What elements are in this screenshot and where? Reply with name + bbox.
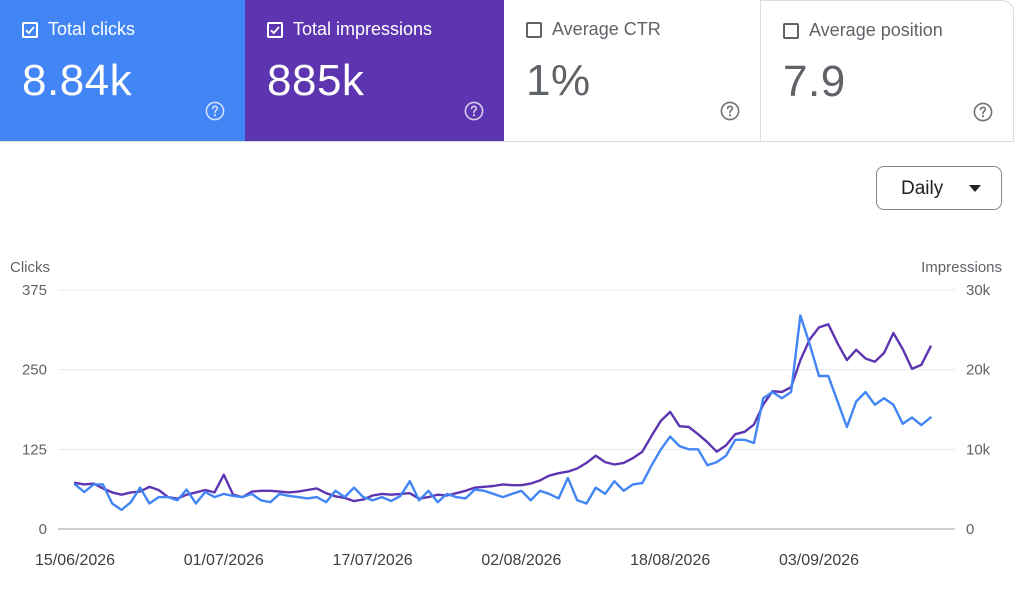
card-average-position[interactable]: Average position 7.9 (761, 0, 1014, 141)
x-tick-label: 15/06/2026 (35, 552, 115, 569)
x-tick-label: 17/07/2026 (333, 552, 413, 569)
checkbox-unchecked-icon[interactable] (526, 21, 542, 38)
y-right-tick-label: 30k (966, 282, 991, 299)
card-value: 1% (526, 56, 591, 105)
y-right-tick-label: 0 (966, 521, 974, 538)
card-label: Total clicks (48, 19, 136, 39)
y-axis-left-label: Clicks (10, 259, 50, 276)
card-header: Average position (783, 20, 943, 41)
chart-grid (58, 289, 955, 530)
card-value: 8.84k (22, 56, 133, 105)
y-left-tick-label: 125 (22, 441, 47, 458)
caret-down-icon (969, 185, 981, 192)
y-right-tick-label: 20k (966, 362, 991, 379)
y-right-tick-label: 10k (966, 441, 991, 458)
x-tick-label: 18/08/2026 (630, 552, 710, 569)
chart-series (73, 314, 932, 512)
series-line-clicks (73, 314, 932, 512)
y-left-tick-label: 0 (39, 521, 47, 538)
checkbox-unchecked-icon[interactable] (783, 22, 799, 39)
metric-cards: Total clicks 8.84k Total impressions 885… (0, 0, 1014, 142)
help-circle-icon[interactable] (205, 101, 225, 121)
help-circle-icon[interactable] (464, 101, 484, 121)
card-label: Total impressions (293, 19, 433, 39)
x-tick-label: 03/09/2026 (779, 552, 859, 569)
checkbox-checked-icon[interactable] (22, 21, 38, 38)
card-label: Average position (809, 20, 943, 40)
help-circle-icon[interactable] (973, 102, 993, 122)
card-value: 7.9 (783, 57, 846, 106)
dropdown-selected-value: Daily (901, 178, 944, 199)
series-line-impressions (73, 323, 932, 503)
granularity-dropdown[interactable]: Daily (876, 166, 1002, 210)
chart-ticks: 375 30k 250 20k 125 10k 0 0 15/06/2026 01/07/2026… (22, 282, 991, 569)
card-value: 885k (267, 56, 365, 105)
x-tick-label: 01/07/2026 (184, 552, 264, 569)
card-total-impressions[interactable]: Total impressions 885k (245, 0, 504, 141)
y-left-tick-label: 375 (22, 282, 47, 299)
card-average-ctr[interactable]: Average CTR 1% (504, 0, 761, 141)
card-total-clicks[interactable]: Total clicks 8.84k (0, 0, 245, 141)
y-left-tick-label: 250 (22, 362, 47, 379)
card-header: Total impressions (267, 19, 432, 40)
help-circle-icon[interactable] (720, 101, 740, 121)
card-header: Average CTR (526, 19, 661, 40)
card-label: Average CTR (552, 19, 661, 39)
y-axis-right-label: Impressions (921, 259, 1002, 276)
checkbox-checked-icon[interactable] (267, 21, 283, 38)
x-tick-label: 02/08/2026 (481, 552, 561, 569)
card-header: Total clicks (22, 19, 135, 40)
